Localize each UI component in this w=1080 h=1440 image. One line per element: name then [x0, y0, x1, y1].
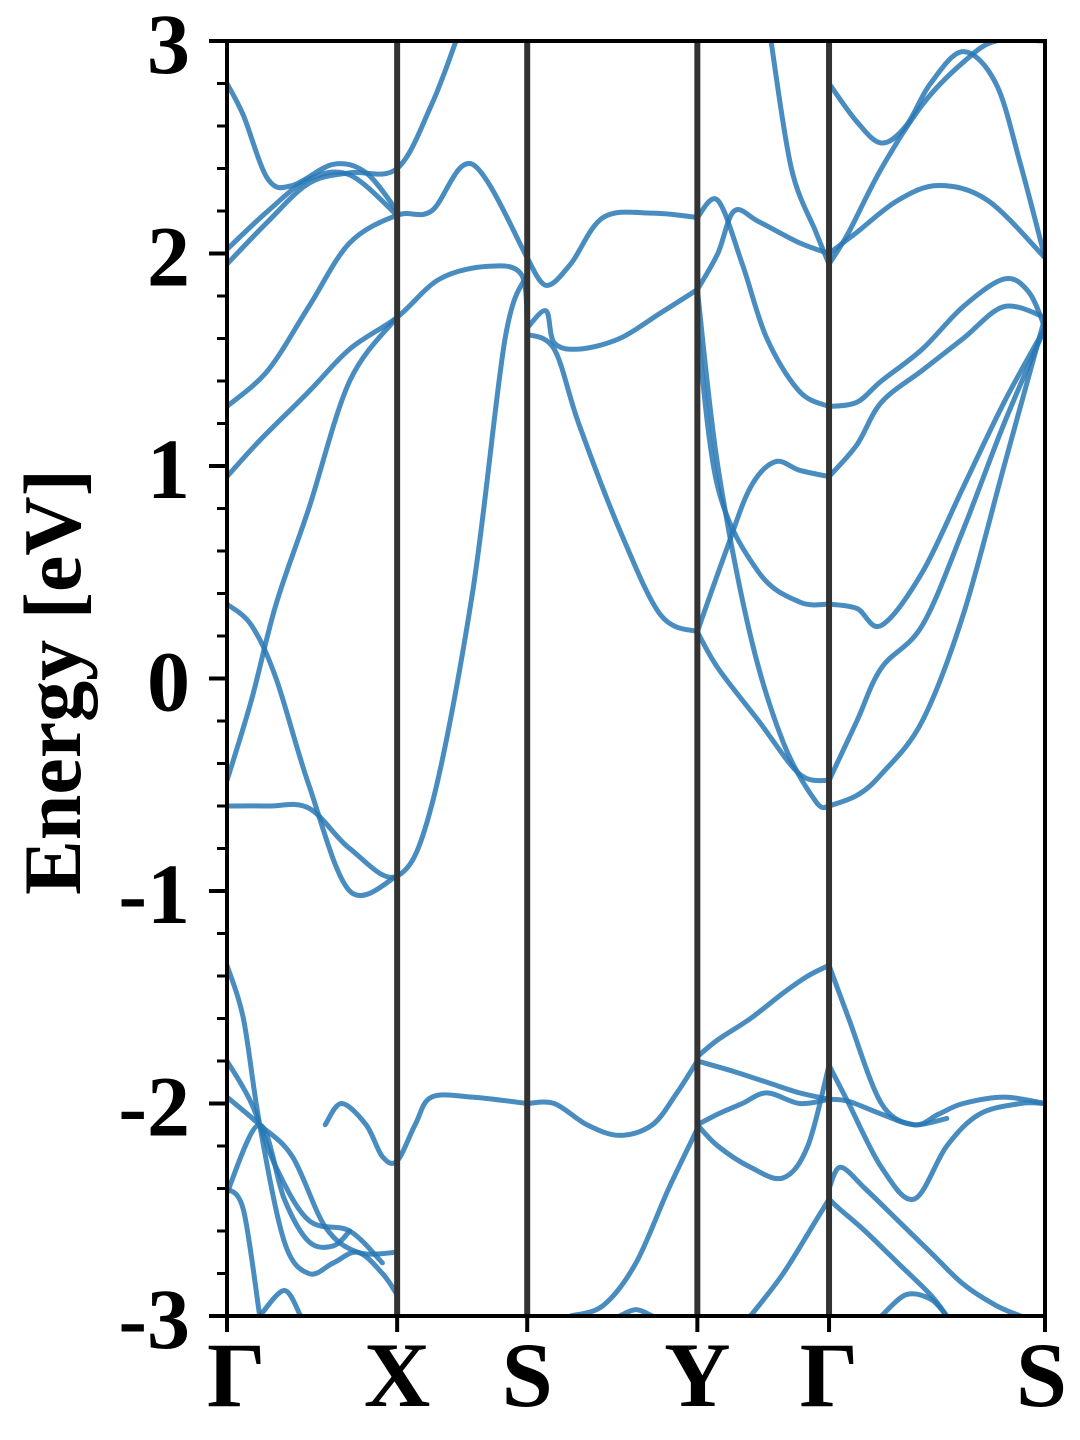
- band-line-47: [878, 1291, 950, 1316]
- band-line-38: [826, 1062, 1045, 1202]
- band-line-23: [826, 303, 1045, 480]
- band-line-28: [227, 1058, 385, 1266]
- band-line-27: [227, 962, 400, 1298]
- band-line-3: [227, 601, 400, 899]
- y-tick-label: 1: [147, 421, 190, 517]
- band-line-34: [694, 962, 832, 1060]
- x-tick-label: S: [1016, 1324, 1067, 1426]
- band-line-45: [257, 1288, 304, 1316]
- y-tick-label: 3: [147, 0, 190, 92]
- band-line-11: [524, 331, 700, 635]
- band-line-22: [826, 276, 1045, 409]
- band-line-32: [524, 1058, 700, 1138]
- band-line-33: [694, 1058, 832, 1102]
- band-line-35: [694, 1090, 832, 1128]
- band-line-18: [768, 41, 832, 267]
- x-tick-label: S: [502, 1324, 553, 1426]
- y-tick-label: 0: [147, 634, 190, 730]
- y-tick-label: -3: [118, 1271, 190, 1367]
- y-tick-label: -2: [118, 1059, 190, 1155]
- y-tick-label: 2: [147, 209, 190, 305]
- band-line-6: [227, 41, 459, 267]
- band-line-14: [694, 325, 832, 608]
- x-tick-label: X: [364, 1324, 430, 1426]
- x-tick-label: Γ: [207, 1324, 266, 1426]
- band-line-12: [694, 196, 832, 409]
- band-line-19: [826, 183, 1045, 261]
- band-line-9: [524, 209, 700, 288]
- band-line-37: [826, 962, 1045, 1128]
- band-line-36: [694, 1062, 832, 1182]
- band-line-30: [227, 1094, 400, 1257]
- y-tick-label: -1: [118, 846, 190, 942]
- band-line-26: [826, 314, 1045, 809]
- band-line-17: [694, 207, 832, 293]
- band-line-8: [227, 81, 400, 214]
- band-line-1: [227, 272, 530, 880]
- band-line-31: [322, 1092, 530, 1166]
- band-line-10: [524, 287, 700, 352]
- band-line-4: [227, 263, 530, 480]
- band-lines: [227, 41, 1045, 1316]
- x-tick-label: Γ: [800, 1324, 859, 1426]
- y-axis-label: Energy [eV]: [7, 469, 98, 895]
- band-line-24: [826, 325, 1045, 629]
- band-line-15: [694, 458, 832, 635]
- band-line-16: [694, 629, 832, 784]
- band-line-2: [227, 314, 400, 783]
- band-line-13: [694, 287, 832, 811]
- band-line-29: [227, 1122, 353, 1250]
- band-line-44: [227, 1186, 263, 1316]
- y-axis-ticks: 3 2 1 0 -1 -2 -3: [118, 0, 227, 1367]
- band-line-5: [227, 161, 530, 409]
- band-line-43: [748, 1196, 832, 1316]
- high-symmetry-dividers: [394, 41, 833, 1316]
- band-line-41: [826, 1196, 950, 1316]
- x-tick-label: Y: [664, 1324, 730, 1426]
- band-line-40: [826, 1164, 1023, 1316]
- band-line-39: [826, 1096, 950, 1128]
- band-line-25: [826, 325, 1045, 783]
- band-line-21: [826, 49, 1045, 261]
- band-line-42: [568, 1126, 700, 1316]
